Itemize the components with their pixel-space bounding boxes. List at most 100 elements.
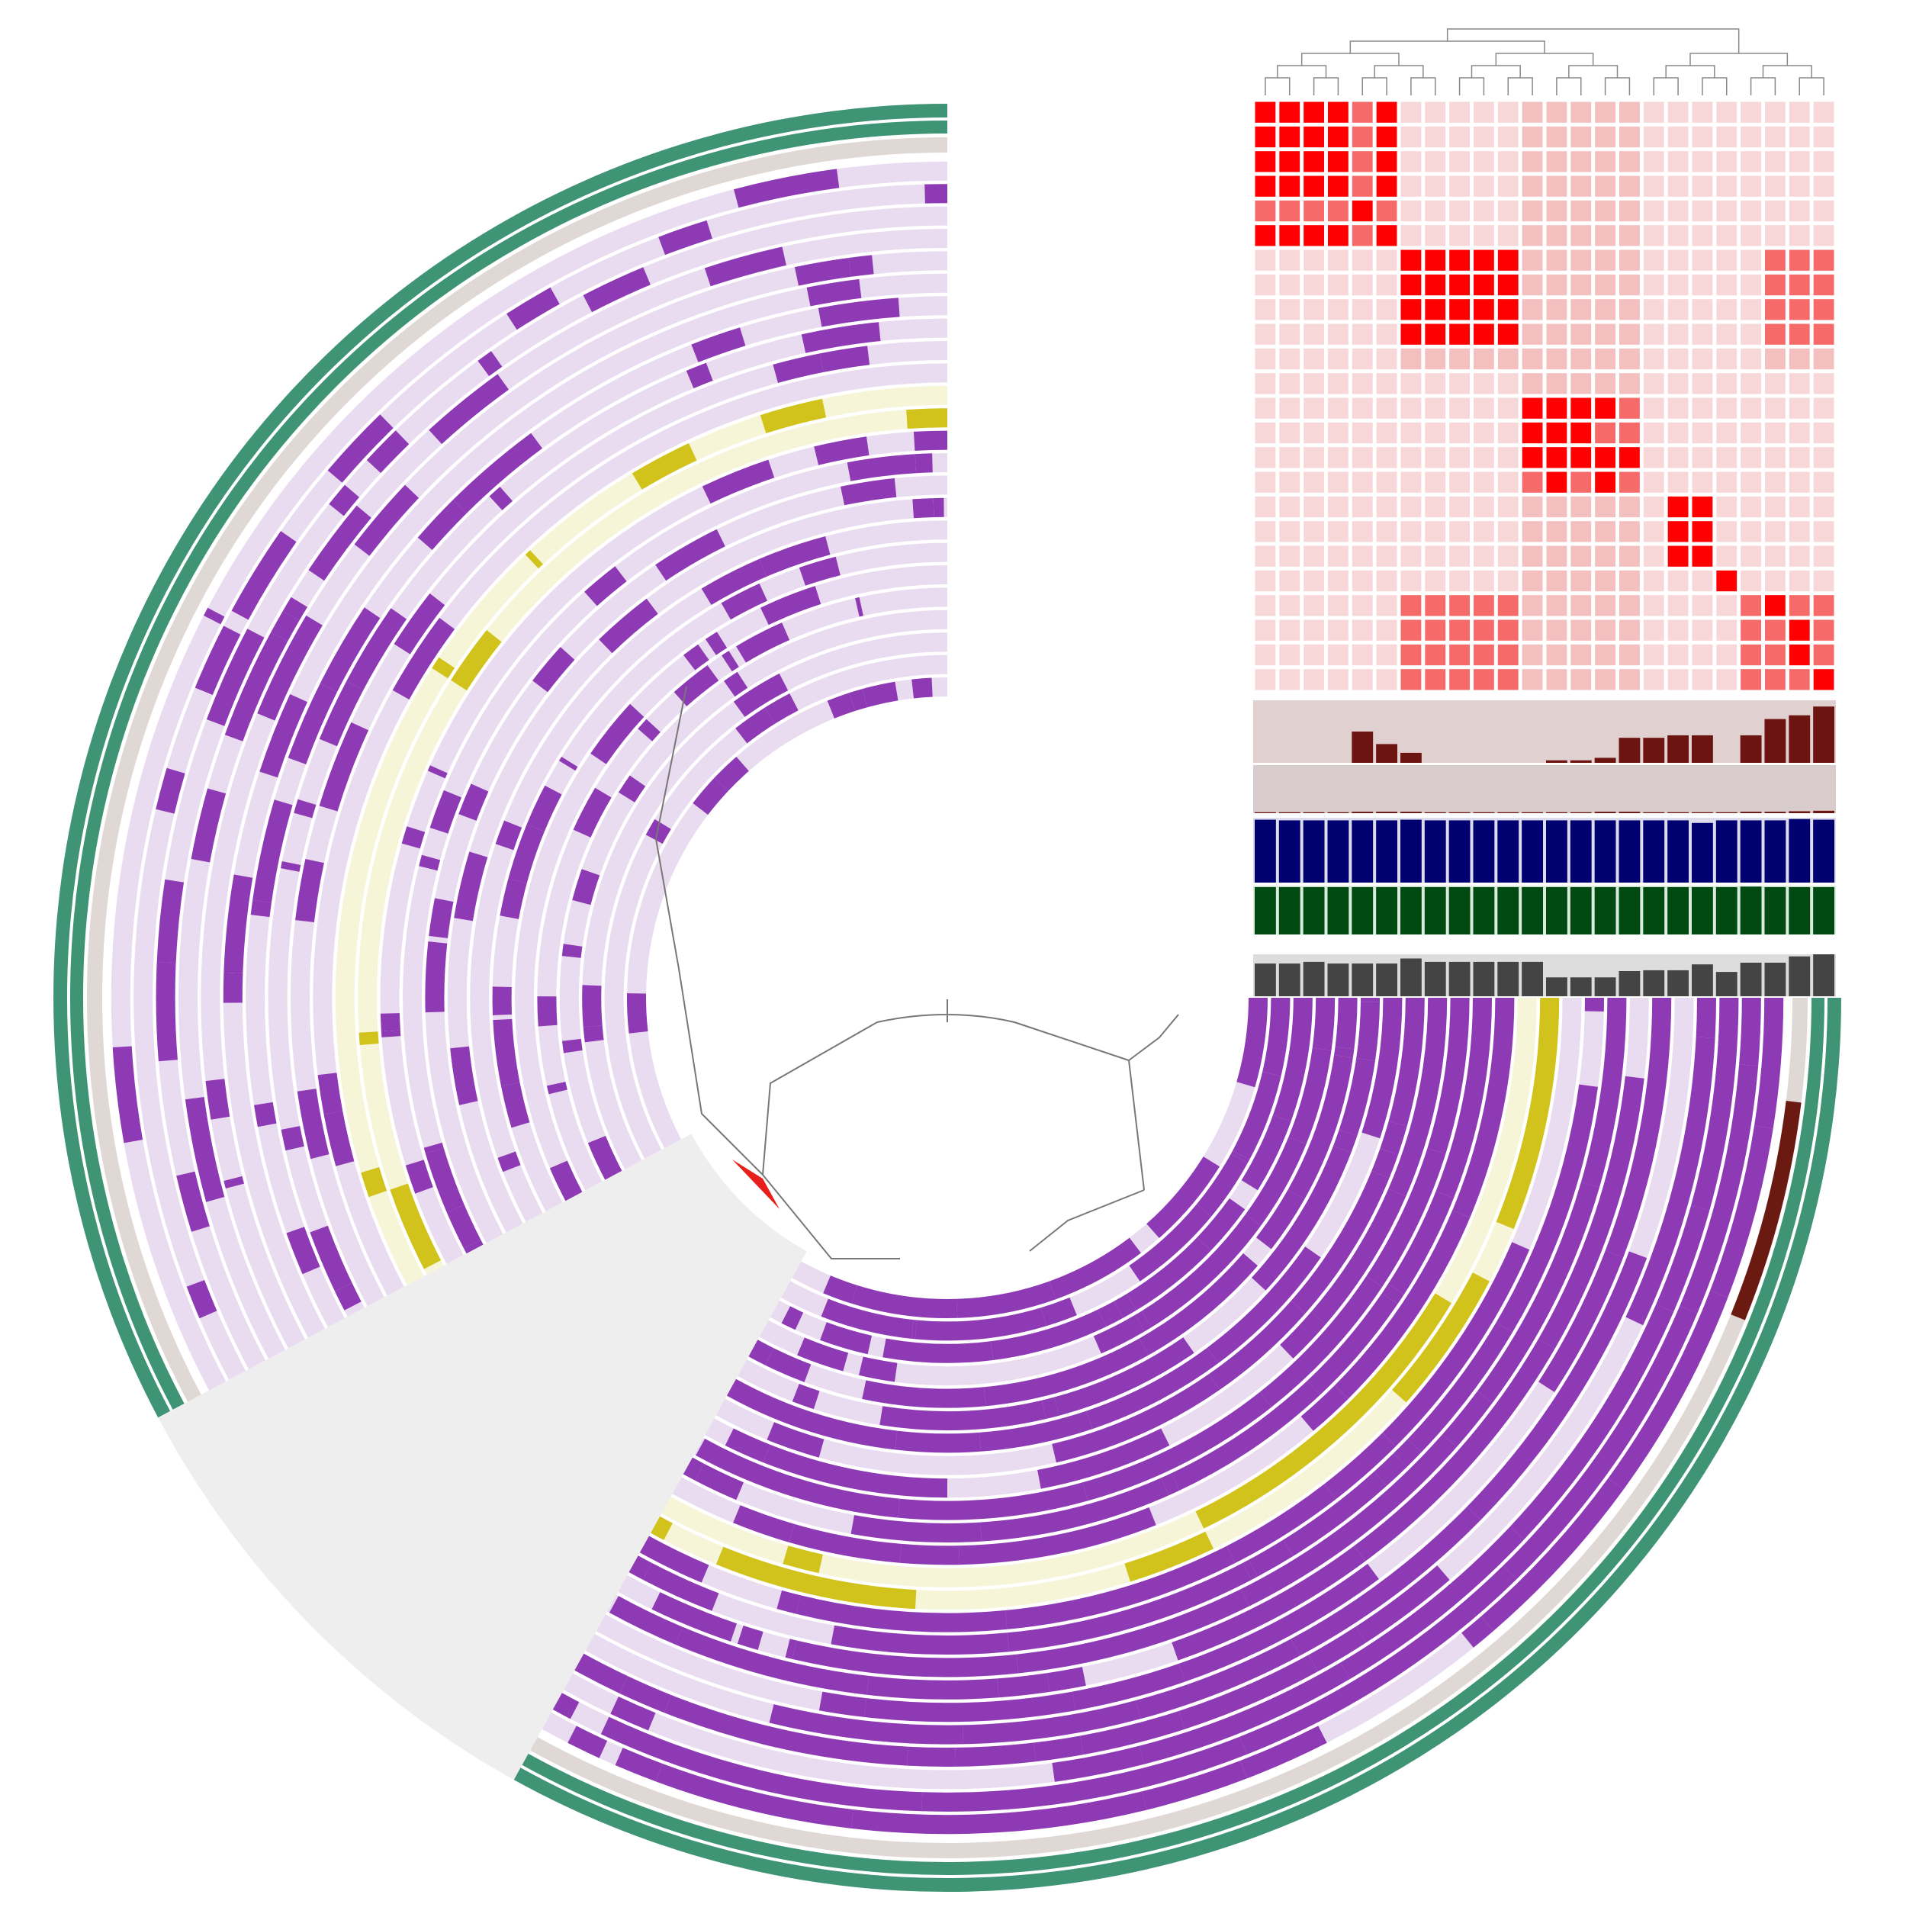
layer-bar [1715,820,1738,883]
gene-cluster-block [191,788,227,863]
genome-ring [380,430,947,1264]
layer-bar [1546,820,1567,883]
heatmap-cell [1352,496,1373,518]
genome-ring [358,408,947,1275]
heatmap-cell [1352,249,1373,271]
gene-cluster-block [615,1748,663,1782]
gene-cluster-block [1086,1347,1219,1430]
heatmap-cell [1449,619,1470,641]
layer-bar [1327,963,1349,996]
layer-bar [1255,963,1276,996]
heatmap-cell [1400,447,1422,468]
gene-cluster-block [1496,998,1560,1230]
gene-cluster-block [257,615,323,721]
heatmap-cell [1789,669,1810,690]
layer-bar [1376,963,1397,996]
heatmap-cell [1304,200,1324,222]
heatmap-cell [1425,644,1446,666]
gene-cluster-block [224,632,288,741]
heatmap-cell [1328,249,1349,271]
heatmap-cell [1741,447,1761,468]
heatmap-cell [1619,175,1640,197]
heatmap-cell [1425,200,1446,222]
heatmap-cell [1570,274,1592,296]
layer-bar [1376,812,1397,813]
genome-ring [246,296,947,1327]
gene-cluster-block [427,765,448,779]
layer-bar [1522,812,1543,813]
layer-bar [1594,977,1616,996]
heatmap-cell [1279,323,1300,345]
heatmap-cell [1595,644,1615,666]
gene-cluster-block [980,1478,1169,1542]
heatmap-cell [1595,348,1615,370]
center-tree [654,686,1179,1259]
heatmap-cell [1400,521,1422,542]
heatmap-cell [1765,299,1786,320]
heatmap-cell [1643,175,1664,197]
gene-cluster-block [792,1384,820,1410]
gene-cluster-block [1129,1204,1212,1282]
heatmap-cell [1328,644,1349,666]
heatmap-cell [1352,669,1373,690]
gene-cluster-block [223,874,253,973]
layer-bar [1789,956,1811,996]
gene-cluster-block [204,607,225,625]
heatmap-cell [1692,397,1713,419]
heatmap-cell [1425,151,1446,172]
gene-cluster-block [959,1507,1156,1565]
heatmap-cell [1813,249,1834,271]
heatmap-cell [1474,348,1494,370]
layer-bar [1255,812,1276,813]
heatmap-cell [1570,101,1592,123]
heatmap-cell [1425,101,1446,123]
heatmap-cell [1474,471,1494,493]
genome-ring [738,998,1380,1430]
gene-cluster-block [156,879,184,963]
gene-cluster-block [783,1546,823,1574]
heatmap-cell [1328,299,1349,320]
heatmap-cell [1716,422,1738,444]
gene-cluster-block [1605,998,1672,1258]
gene-cluster-block [392,617,455,700]
gene-cluster-block [801,322,881,353]
heatmap-cell [1667,348,1689,370]
gene-cluster-block [882,1338,993,1363]
heatmap-cell [1400,348,1422,370]
layer-bar [1473,961,1495,996]
gene-cluster-block [1233,1071,1281,1160]
heatmap-cell [1255,101,1276,123]
heatmap-cell [1400,101,1422,123]
heatmap-cell [1765,595,1786,616]
heatmap-cell [1595,545,1615,567]
heatmap-cell [1425,496,1446,518]
heatmap-cell [1279,175,1300,197]
heatmap-cell [1619,373,1640,394]
heatmap-cell [1619,151,1640,172]
heatmap-cell [1497,225,1519,246]
heatmap-cell [1789,323,1810,345]
heatmap-cell [1595,471,1615,493]
gene-cluster-block [1608,1290,1728,1490]
heatmap-cell [1765,471,1786,493]
gene-cluster-block [1141,1214,1262,1327]
gene-cluster-block [1245,1137,1307,1226]
gene-cluster-block [1240,1434,1457,1607]
gene-cluster-block [282,597,307,621]
heatmap-cell [1741,595,1761,616]
heatmap-cell [1741,126,1761,148]
gene-cluster-block [401,826,426,849]
heatmap-cell [1400,274,1422,296]
gene-cluster-block [773,353,824,383]
heatmap-cell [1570,496,1592,518]
heatmap-cell [1352,644,1373,666]
heatmap-cell [1400,225,1422,246]
heatmap-cell [1522,447,1543,468]
dendrogram-branch [1277,65,1327,78]
heatmap-cell [1449,471,1470,493]
layer-bar [1352,812,1374,813]
gene-cluster-block [655,529,725,581]
heatmap-cell [1813,126,1834,148]
heatmap-cell [1813,101,1834,123]
genome-ring [470,520,947,1222]
